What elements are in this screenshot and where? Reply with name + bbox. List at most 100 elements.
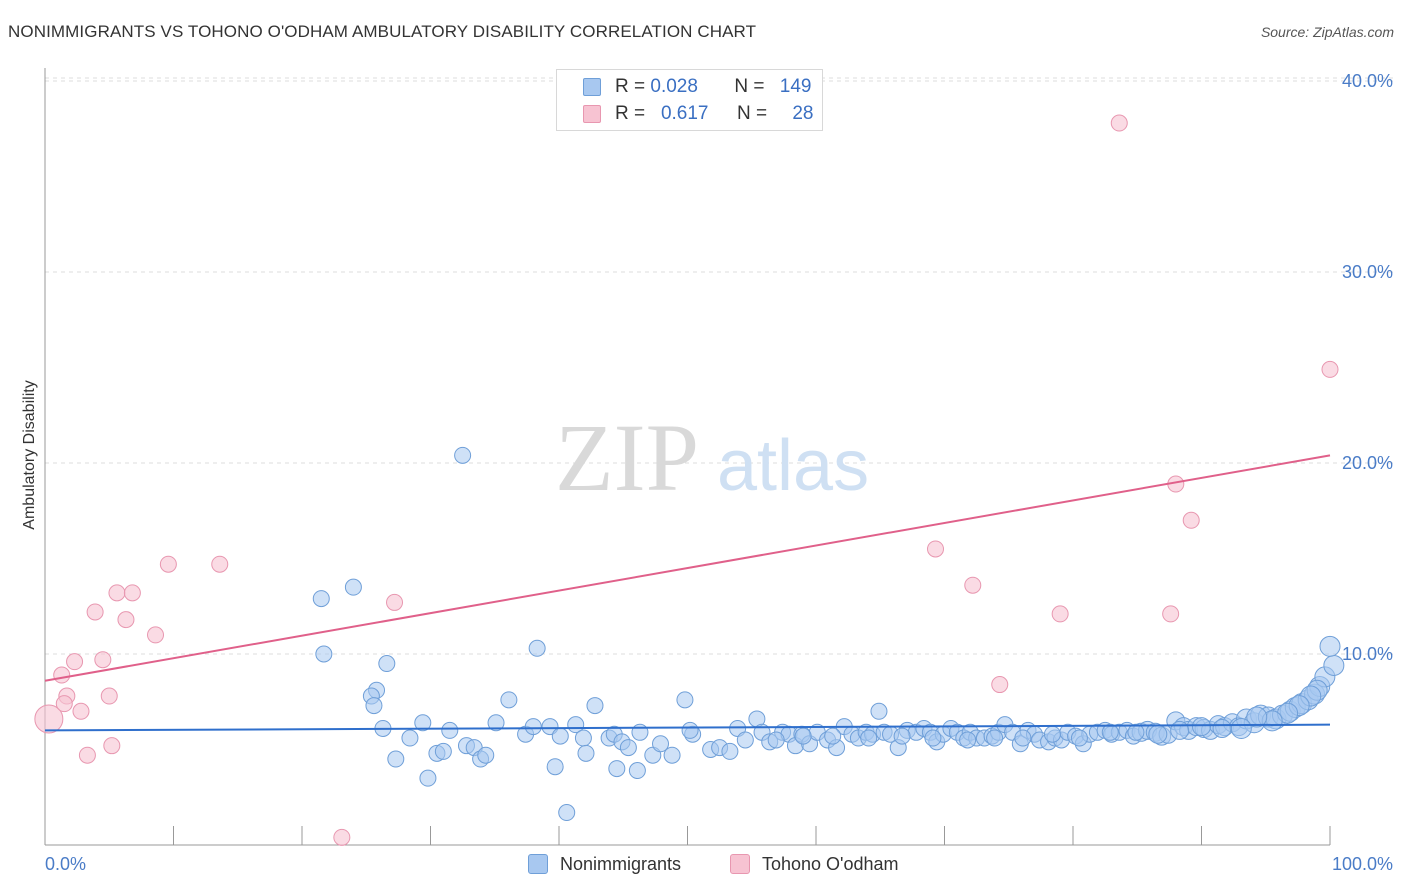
nonimmigrant-point: [1323, 654, 1345, 676]
legend-swatch-blue: [583, 78, 601, 96]
tohono-point: [55, 695, 73, 713]
tohono-point: [211, 555, 229, 573]
tohono-point: [66, 653, 84, 671]
nonimmigrant-point: [1148, 724, 1168, 744]
nonimmigrant-point: [681, 721, 699, 739]
nonimmigrant-point: [419, 769, 437, 787]
nonimmigrant-point: [794, 727, 812, 745]
legend-r-value: 0.028: [650, 76, 698, 97]
nonimmigrant-point: [1070, 729, 1088, 747]
x-tick-marks: [44, 826, 1331, 845]
bottom-legend-swatch-pink: [730, 854, 750, 874]
nonimmigrant-point: [528, 639, 546, 657]
bottom-legend-label: Nonimmigrants: [560, 853, 682, 874]
legend-swatch-pink: [583, 105, 601, 123]
tohono-point: [1162, 605, 1180, 623]
nonimmigrant-point: [628, 762, 646, 780]
nonimmigrant-point: [959, 731, 977, 749]
tohono-point: [34, 704, 64, 734]
series-tohono-points: [34, 114, 1339, 846]
nonimmigrant-point: [574, 729, 592, 747]
nonimmigrant-point: [893, 727, 911, 745]
legend-n-value: 149: [779, 76, 812, 97]
nonimmigrant-point: [315, 645, 333, 663]
trend-line-tohono: [44, 454, 1331, 682]
trend-lines: [44, 454, 1331, 732]
nonimmigrant-point: [676, 691, 694, 709]
watermark-atlas: atlas: [717, 426, 869, 506]
y-axis-label: Ambulatory Disability: [21, 380, 38, 529]
legend-n-label: N =: [736, 103, 768, 124]
tohono-point: [117, 611, 135, 629]
nonimmigrant-point: [1192, 717, 1211, 737]
legend-r-label: R =: [615, 76, 646, 97]
nonimmigrant-point: [860, 729, 878, 747]
nonimmigrant-point: [586, 697, 604, 715]
nonimmigrant-point: [721, 742, 739, 760]
nonimmigrant-point: [401, 729, 419, 747]
series-nonimmigrants-points: [312, 446, 1345, 822]
y-tick-labels: 10.0% 20.0% 30.0% 40.0%: [1342, 71, 1393, 664]
tohono-point: [53, 666, 71, 684]
tohono-point: [147, 626, 165, 644]
trend-line-nonimmigrants: [44, 723, 1331, 732]
legend-n-value: 28: [792, 103, 814, 124]
nonimmigrant-point: [558, 804, 576, 822]
tohono-point: [72, 702, 90, 720]
tohono-point: [1182, 511, 1200, 529]
nonimmigrant-point: [546, 758, 564, 776]
nonimmigrant-point: [1230, 717, 1252, 739]
tohono-point: [78, 746, 96, 764]
nonimmigrant-point: [1212, 718, 1232, 738]
tohono-point: [159, 555, 177, 573]
nonimmigrant-point: [477, 746, 495, 764]
nonimmigrant-point: [631, 723, 649, 741]
nonimmigrant-point: [652, 735, 670, 753]
nonimmigrant-point: [1101, 723, 1119, 741]
nonimmigrant-point: [1319, 635, 1341, 657]
nonimmigrant-point: [1014, 729, 1032, 747]
nonimmigrant-point: [524, 718, 542, 736]
nonimmigrant-point: [1170, 720, 1190, 740]
x-tick-label-max: 100.0%: [1332, 854, 1393, 874]
bottom-legend-swatch-blue: [528, 854, 548, 874]
legend-r-label: R =: [615, 103, 646, 124]
legend-n-label: N =: [734, 76, 765, 97]
nonimmigrant-point: [924, 729, 942, 747]
nonimmigrant-point: [387, 750, 405, 768]
nonimmigrant-point: [736, 731, 754, 749]
tohono-point: [123, 584, 141, 602]
nonimmigrant-point: [344, 578, 362, 596]
nonimmigrant-point: [414, 714, 432, 732]
nonimmigrant-point: [1043, 725, 1061, 743]
bottom-legend-label: Tohono O'odham: [762, 853, 899, 874]
nonimmigrant-point: [608, 760, 626, 778]
nonimmigrant-point: [870, 702, 888, 720]
stats-legend: R = 0.028 N = 149 R = 0.617 N = 28: [556, 69, 823, 131]
tohono-point: [94, 651, 112, 669]
nonimmigrant-point: [824, 727, 842, 745]
x-tick-label-min: 0.0%: [45, 854, 86, 874]
nonimmigrant-point: [551, 727, 569, 745]
legend-row-tohono: R = 0.617 N = 28: [583, 101, 813, 127]
nonimmigrant-point: [500, 691, 518, 709]
nonimmigrant-point: [767, 731, 785, 749]
y-tick-label: 30.0%: [1342, 262, 1393, 282]
watermark-zip: ZIP: [555, 404, 699, 511]
legend-row-nonimmigrants: R = 0.028 N = 149: [583, 74, 811, 100]
nonimmigrant-point: [441, 721, 459, 739]
tohono-point: [100, 687, 118, 705]
tohono-point: [927, 540, 945, 558]
tohono-point: [991, 676, 1009, 694]
watermark: ZIP atlas: [555, 404, 869, 511]
nonimmigrant-point: [577, 744, 595, 762]
tohono-point: [386, 593, 404, 611]
nonimmigrant-point: [619, 739, 637, 757]
source-label: Source: ZipAtlas.com: [1260, 24, 1394, 40]
nonimmigrant-point: [434, 742, 452, 760]
nonimmigrant-point: [312, 590, 330, 608]
nonimmigrant-point: [1246, 706, 1268, 728]
nonimmigrant-point: [365, 697, 383, 715]
nonimmigrant-point: [487, 714, 505, 732]
